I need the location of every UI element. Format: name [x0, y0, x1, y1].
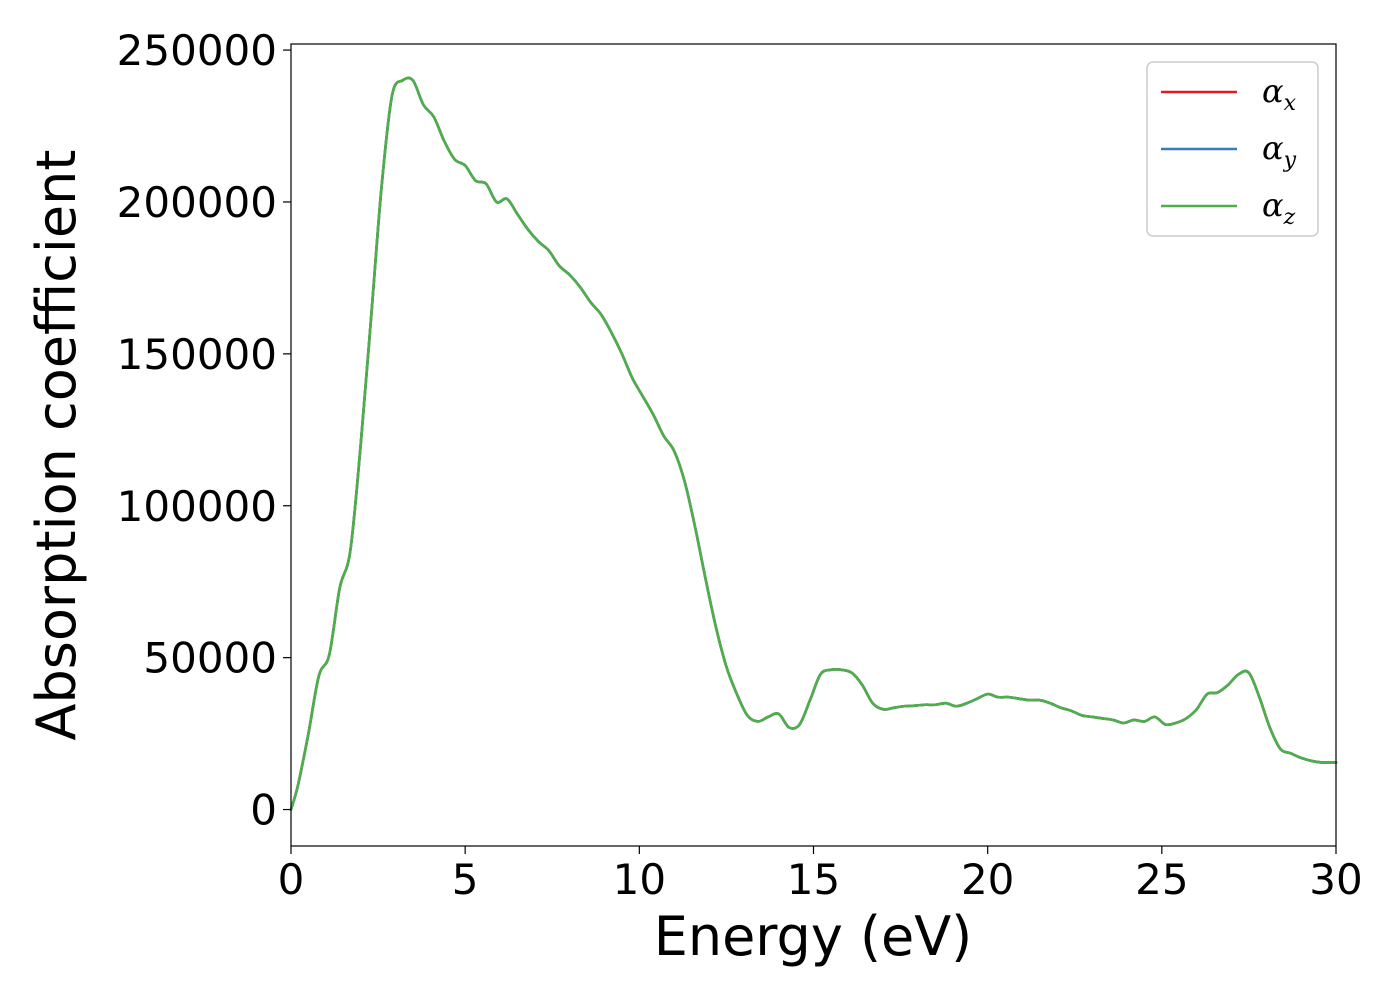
x-axis-ticks: 0 5 10 15 20 25 30	[278, 846, 1363, 904]
y-tick-label: 250000	[117, 26, 277, 75]
y-axis-label: Absorption coefficient	[25, 150, 88, 741]
legend: αx αy αz	[1146, 61, 1319, 237]
x-tick-label: 25	[1135, 855, 1188, 904]
series-line-z	[289, 76, 1338, 811]
x-tick-label: 30	[1309, 855, 1362, 904]
legend-label-y: αy	[1262, 129, 1297, 173]
x-tick-label: 5	[452, 855, 479, 904]
x-tick-label: 10	[613, 855, 666, 904]
y-tick-label: 150000	[117, 330, 277, 379]
x-tick-label: 0	[278, 855, 305, 904]
x-tick-label: 15	[787, 855, 840, 904]
legend-label-z: αz	[1262, 186, 1296, 230]
legend-label-x: αx	[1262, 72, 1297, 116]
series-layer	[289, 76, 1338, 811]
x-tick-label: 20	[961, 855, 1014, 904]
y-tick-label: 50000	[143, 634, 277, 683]
y-tick-label: 100000	[117, 482, 277, 531]
y-axis-ticks: 0 50000 100000 150000 200000 250000	[117, 26, 291, 835]
y-tick-label: 0	[250, 786, 277, 835]
x-axis-label: Energy (eV)	[654, 905, 973, 968]
y-tick-label: 200000	[117, 178, 277, 227]
